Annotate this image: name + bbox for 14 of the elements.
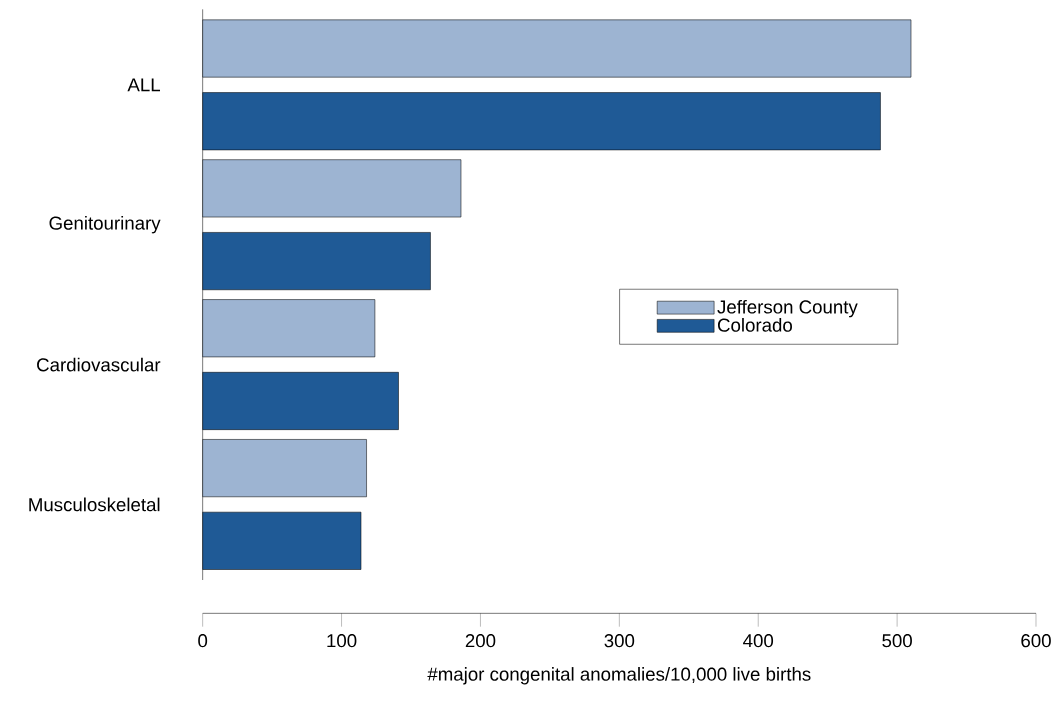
y-tick-label: ALL bbox=[127, 78, 160, 92]
x-tick-label: 600 bbox=[1021, 634, 1051, 648]
x-tick-label: 300 bbox=[604, 634, 635, 648]
x-tick-label: 0 bbox=[198, 634, 208, 648]
x-tick-label: 500 bbox=[882, 634, 912, 648]
y-tick-label: Musculoskeletal bbox=[29, 497, 160, 512]
legend-label: Colorado bbox=[717, 318, 792, 332]
x-tick-label: 400 bbox=[743, 634, 774, 648]
y-tick-label: Genitourinary bbox=[49, 216, 161, 234]
x-axis-title: #major congenital anomalies/10,000 live births bbox=[427, 667, 811, 685]
x-tick-label: 200 bbox=[465, 634, 496, 648]
legend-label: Jefferson County bbox=[717, 299, 858, 318]
y-tick-label: Cardiovascular bbox=[37, 357, 161, 372]
x-tick-label: 100 bbox=[327, 634, 357, 648]
